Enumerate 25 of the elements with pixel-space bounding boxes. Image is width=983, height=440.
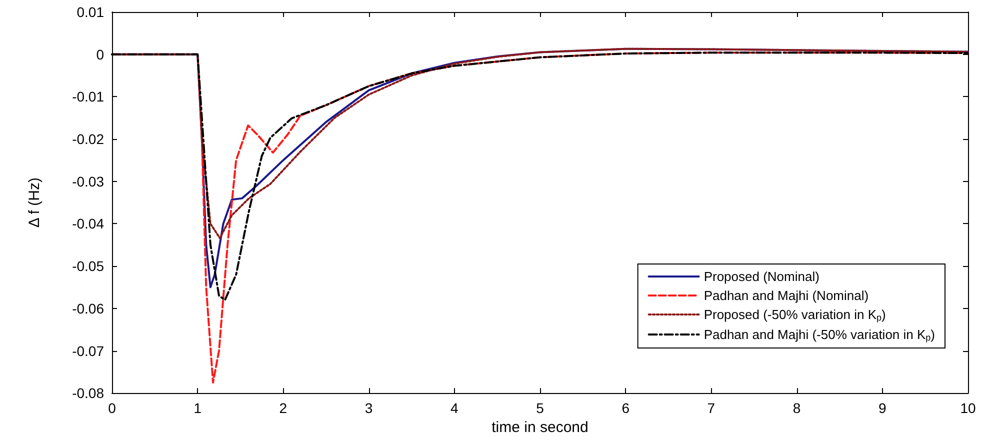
y-tick-label: -0.03 [72, 173, 104, 190]
x-axis-title: time in second [492, 419, 588, 436]
legend-label: Proposed (Nominal) [704, 269, 820, 284]
y-tick-label: 0 [96, 46, 104, 62]
x-tick-label: 3 [364, 400, 373, 416]
x-tick-label: 6 [622, 400, 630, 416]
y-tick-label: -0.04 [72, 216, 104, 232]
x-tick-label: 5 [536, 400, 544, 416]
y-tick-label: -0.08 [72, 385, 104, 402]
x-tick-label: 9 [878, 400, 886, 416]
legend-label: Padhan and Majhi (Nominal) [704, 288, 869, 303]
y-tick-label: -0.02 [72, 131, 104, 148]
x-tick-label: 0 [108, 400, 116, 416]
y-tick-label: -0.07 [72, 342, 104, 359]
y-tick-label: -0.01 [72, 88, 104, 105]
y-tick-label: -0.06 [72, 300, 104, 316]
x-tick-label: 4 [450, 400, 458, 416]
y-tick-label: -0.05 [72, 258, 104, 274]
x-tick-label: 10 [960, 400, 976, 416]
x-tick-label: 7 [707, 400, 716, 416]
x-tick-label: 2 [279, 400, 288, 416]
x-tick-label: 1 [194, 400, 202, 416]
y-axis-title: Δ f (Hz) [26, 178, 43, 228]
y-tick-label: 0.01 [76, 4, 104, 20]
x-tick-label: 8 [792, 400, 801, 416]
